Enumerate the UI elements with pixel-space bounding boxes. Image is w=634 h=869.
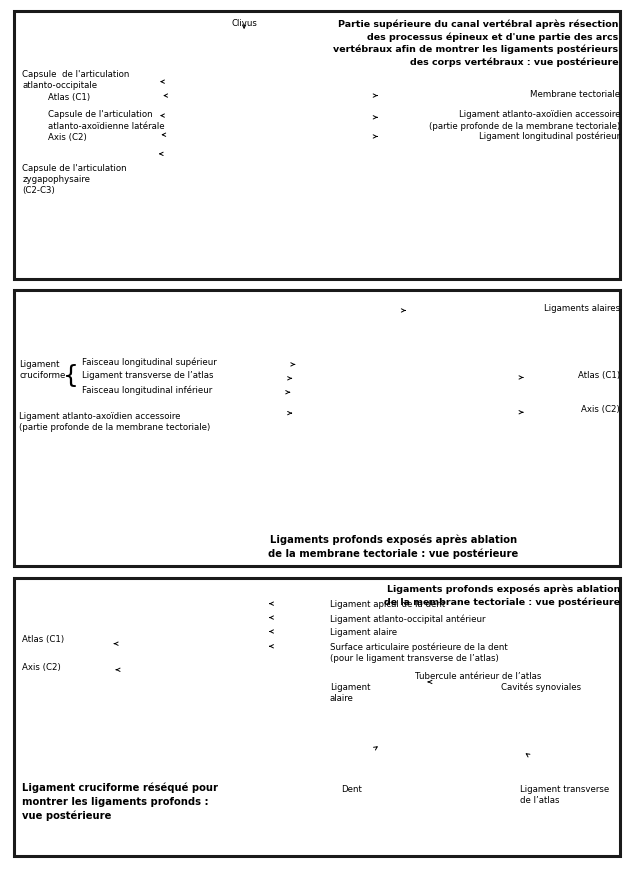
Text: {: { — [63, 363, 79, 388]
Text: Atlas (C1): Atlas (C1) — [48, 93, 89, 102]
Text: Faisceau longitudinal inférieur: Faisceau longitudinal inférieur — [82, 385, 212, 394]
Text: Ligaments profonds exposés après ablation
de la membrane tectoriale : vue postér: Ligaments profonds exposés après ablatio… — [384, 584, 620, 607]
Text: Axis (C2): Axis (C2) — [581, 405, 620, 414]
Text: Capsule  de l'articulation
atlanto-occipitale: Capsule de l'articulation atlanto-occipi… — [22, 70, 129, 90]
Text: Tubercule antérieur de l’atlas: Tubercule antérieur de l’atlas — [415, 671, 541, 680]
Text: Ligament atlanto-axoïdien accessoire
(partie profonde de la membrane tectoriale): Ligament atlanto-axoïdien accessoire (pa… — [19, 411, 210, 431]
FancyBboxPatch shape — [14, 291, 620, 567]
Text: Dent: Dent — [341, 784, 362, 793]
Text: Ligament longitudinal postérieur: Ligament longitudinal postérieur — [479, 131, 620, 141]
Text: Ligament atlanto-axoïdien accessoire
(partie profonde de la membrane tectoriale): Ligament atlanto-axoïdien accessoire (pa… — [429, 110, 620, 130]
Text: Ligaments alaires: Ligaments alaires — [544, 303, 620, 312]
Text: Ligament transverse de l’atlas: Ligament transverse de l’atlas — [82, 371, 214, 380]
Text: Capsule de l'articulation
zygapophysaire
(C2-C3): Capsule de l'articulation zygapophysaire… — [22, 163, 127, 195]
FancyBboxPatch shape — [14, 12, 620, 280]
Text: Ligament apical de la dent: Ligament apical de la dent — [330, 600, 445, 608]
Text: Ligament
cruciforme: Ligament cruciforme — [19, 359, 65, 380]
Text: Membrane tectoriale: Membrane tectoriale — [530, 90, 620, 99]
Text: Faisceau longitudinal supérieur: Faisceau longitudinal supérieur — [82, 357, 217, 366]
FancyBboxPatch shape — [14, 578, 620, 856]
Text: Ligament cruciforme réséqué pour
montrer les ligaments profonds :
vue postérieur: Ligament cruciforme réséqué pour montrer… — [22, 782, 218, 819]
Text: Ligament atlanto-occipital antérieur: Ligament atlanto-occipital antérieur — [330, 614, 485, 623]
Text: Ligament
alaire: Ligament alaire — [330, 682, 370, 702]
Text: Surface articulaire postérieure de la dent
(pour le ligament transverse de l’atl: Surface articulaire postérieure de la de… — [330, 641, 507, 662]
Text: Partie supérieure du canal vertébral après résection
des processus épineux et d': Partie supérieure du canal vertébral apr… — [333, 19, 618, 67]
Text: Axis (C2): Axis (C2) — [22, 662, 61, 671]
Text: Ligaments profonds exposés après ablation
de la membrane tectoriale : vue postér: Ligaments profonds exposés après ablatio… — [268, 534, 518, 558]
Text: Ligament transverse
de l’atlas: Ligament transverse de l’atlas — [520, 784, 609, 804]
Text: Capsule de l'articulation
atlanto-axoïdienne latérale: Capsule de l'articulation atlanto-axoïdi… — [48, 110, 164, 130]
Text: Atlas (C1): Atlas (C1) — [578, 371, 620, 380]
Text: Ligament alaire: Ligament alaire — [330, 627, 397, 636]
Text: Cavités synoviales: Cavités synoviales — [501, 682, 581, 692]
Text: Axis (C2): Axis (C2) — [48, 133, 86, 142]
Text: Clivus: Clivus — [231, 19, 257, 28]
Text: Atlas (C1): Atlas (C1) — [22, 634, 64, 643]
